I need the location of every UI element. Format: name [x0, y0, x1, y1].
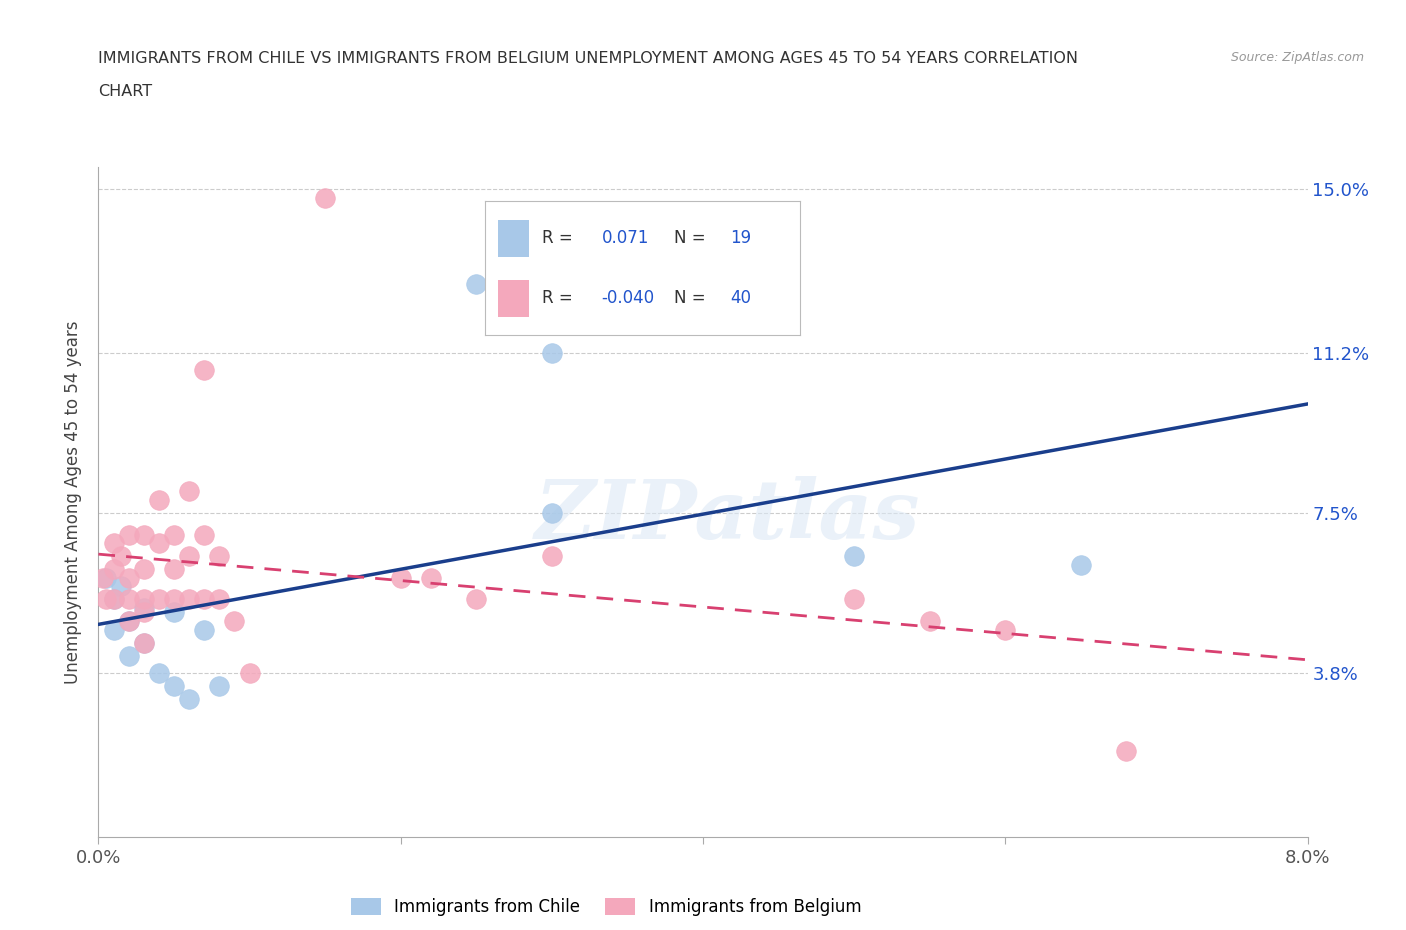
Point — [132, 604, 155, 619]
Point — [193, 592, 215, 607]
Point — [179, 691, 201, 706]
Point — [118, 592, 141, 607]
Point — [94, 570, 117, 585]
Point — [132, 635, 155, 650]
Y-axis label: Unemployment Among Ages 45 to 54 years: Unemployment Among Ages 45 to 54 years — [65, 321, 83, 684]
Point — [918, 614, 941, 629]
Text: IMMIGRANTS FROM CHILE VS IMMIGRANTS FROM BELGIUM UNEMPLOYMENT AMONG AGES 45 TO 5: IMMIGRANTS FROM CHILE VS IMMIGRANTS FROM… — [98, 51, 1078, 66]
Point — [103, 592, 125, 607]
Point — [239, 665, 262, 680]
Point — [163, 562, 186, 577]
Legend: Immigrants from Chile, Immigrants from Belgium: Immigrants from Chile, Immigrants from B… — [344, 891, 868, 923]
Point — [148, 592, 170, 607]
Point — [103, 536, 125, 551]
Point — [94, 592, 117, 607]
Point — [132, 562, 155, 577]
Point — [163, 527, 186, 542]
Point — [465, 592, 488, 607]
Point — [148, 493, 170, 508]
Point — [132, 592, 155, 607]
Point — [844, 592, 866, 607]
Point — [163, 592, 186, 607]
Point — [420, 570, 443, 585]
Point — [208, 549, 231, 564]
Point — [1070, 557, 1092, 572]
Text: CHART: CHART — [98, 84, 152, 99]
Point — [163, 604, 186, 619]
Point — [163, 678, 186, 693]
Point — [118, 614, 141, 629]
Point — [208, 678, 231, 693]
Text: ZIPatlas: ZIPatlas — [534, 475, 920, 555]
Point — [148, 665, 170, 680]
Point — [110, 579, 132, 594]
Point — [193, 622, 215, 637]
Point — [118, 527, 141, 542]
Point — [1115, 743, 1137, 758]
Point — [193, 363, 215, 378]
Point — [193, 527, 215, 542]
Point — [103, 592, 125, 607]
Point — [103, 562, 125, 577]
Point — [465, 276, 488, 291]
Point — [118, 648, 141, 663]
Point — [179, 549, 201, 564]
Point — [541, 549, 564, 564]
Point — [389, 570, 412, 585]
Point — [844, 549, 866, 564]
Point — [208, 592, 231, 607]
Point — [994, 622, 1017, 637]
Text: Source: ZipAtlas.com: Source: ZipAtlas.com — [1230, 51, 1364, 64]
Point — [91, 570, 114, 585]
Point — [110, 549, 132, 564]
Point — [179, 484, 201, 498]
Point — [118, 614, 141, 629]
Point — [132, 601, 155, 616]
Point — [224, 614, 246, 629]
Point — [103, 622, 125, 637]
Point — [118, 570, 141, 585]
Point — [148, 536, 170, 551]
Point — [132, 527, 155, 542]
Point — [541, 346, 564, 361]
Point — [179, 592, 201, 607]
Point — [132, 635, 155, 650]
Point — [314, 191, 336, 206]
Point — [541, 506, 564, 521]
